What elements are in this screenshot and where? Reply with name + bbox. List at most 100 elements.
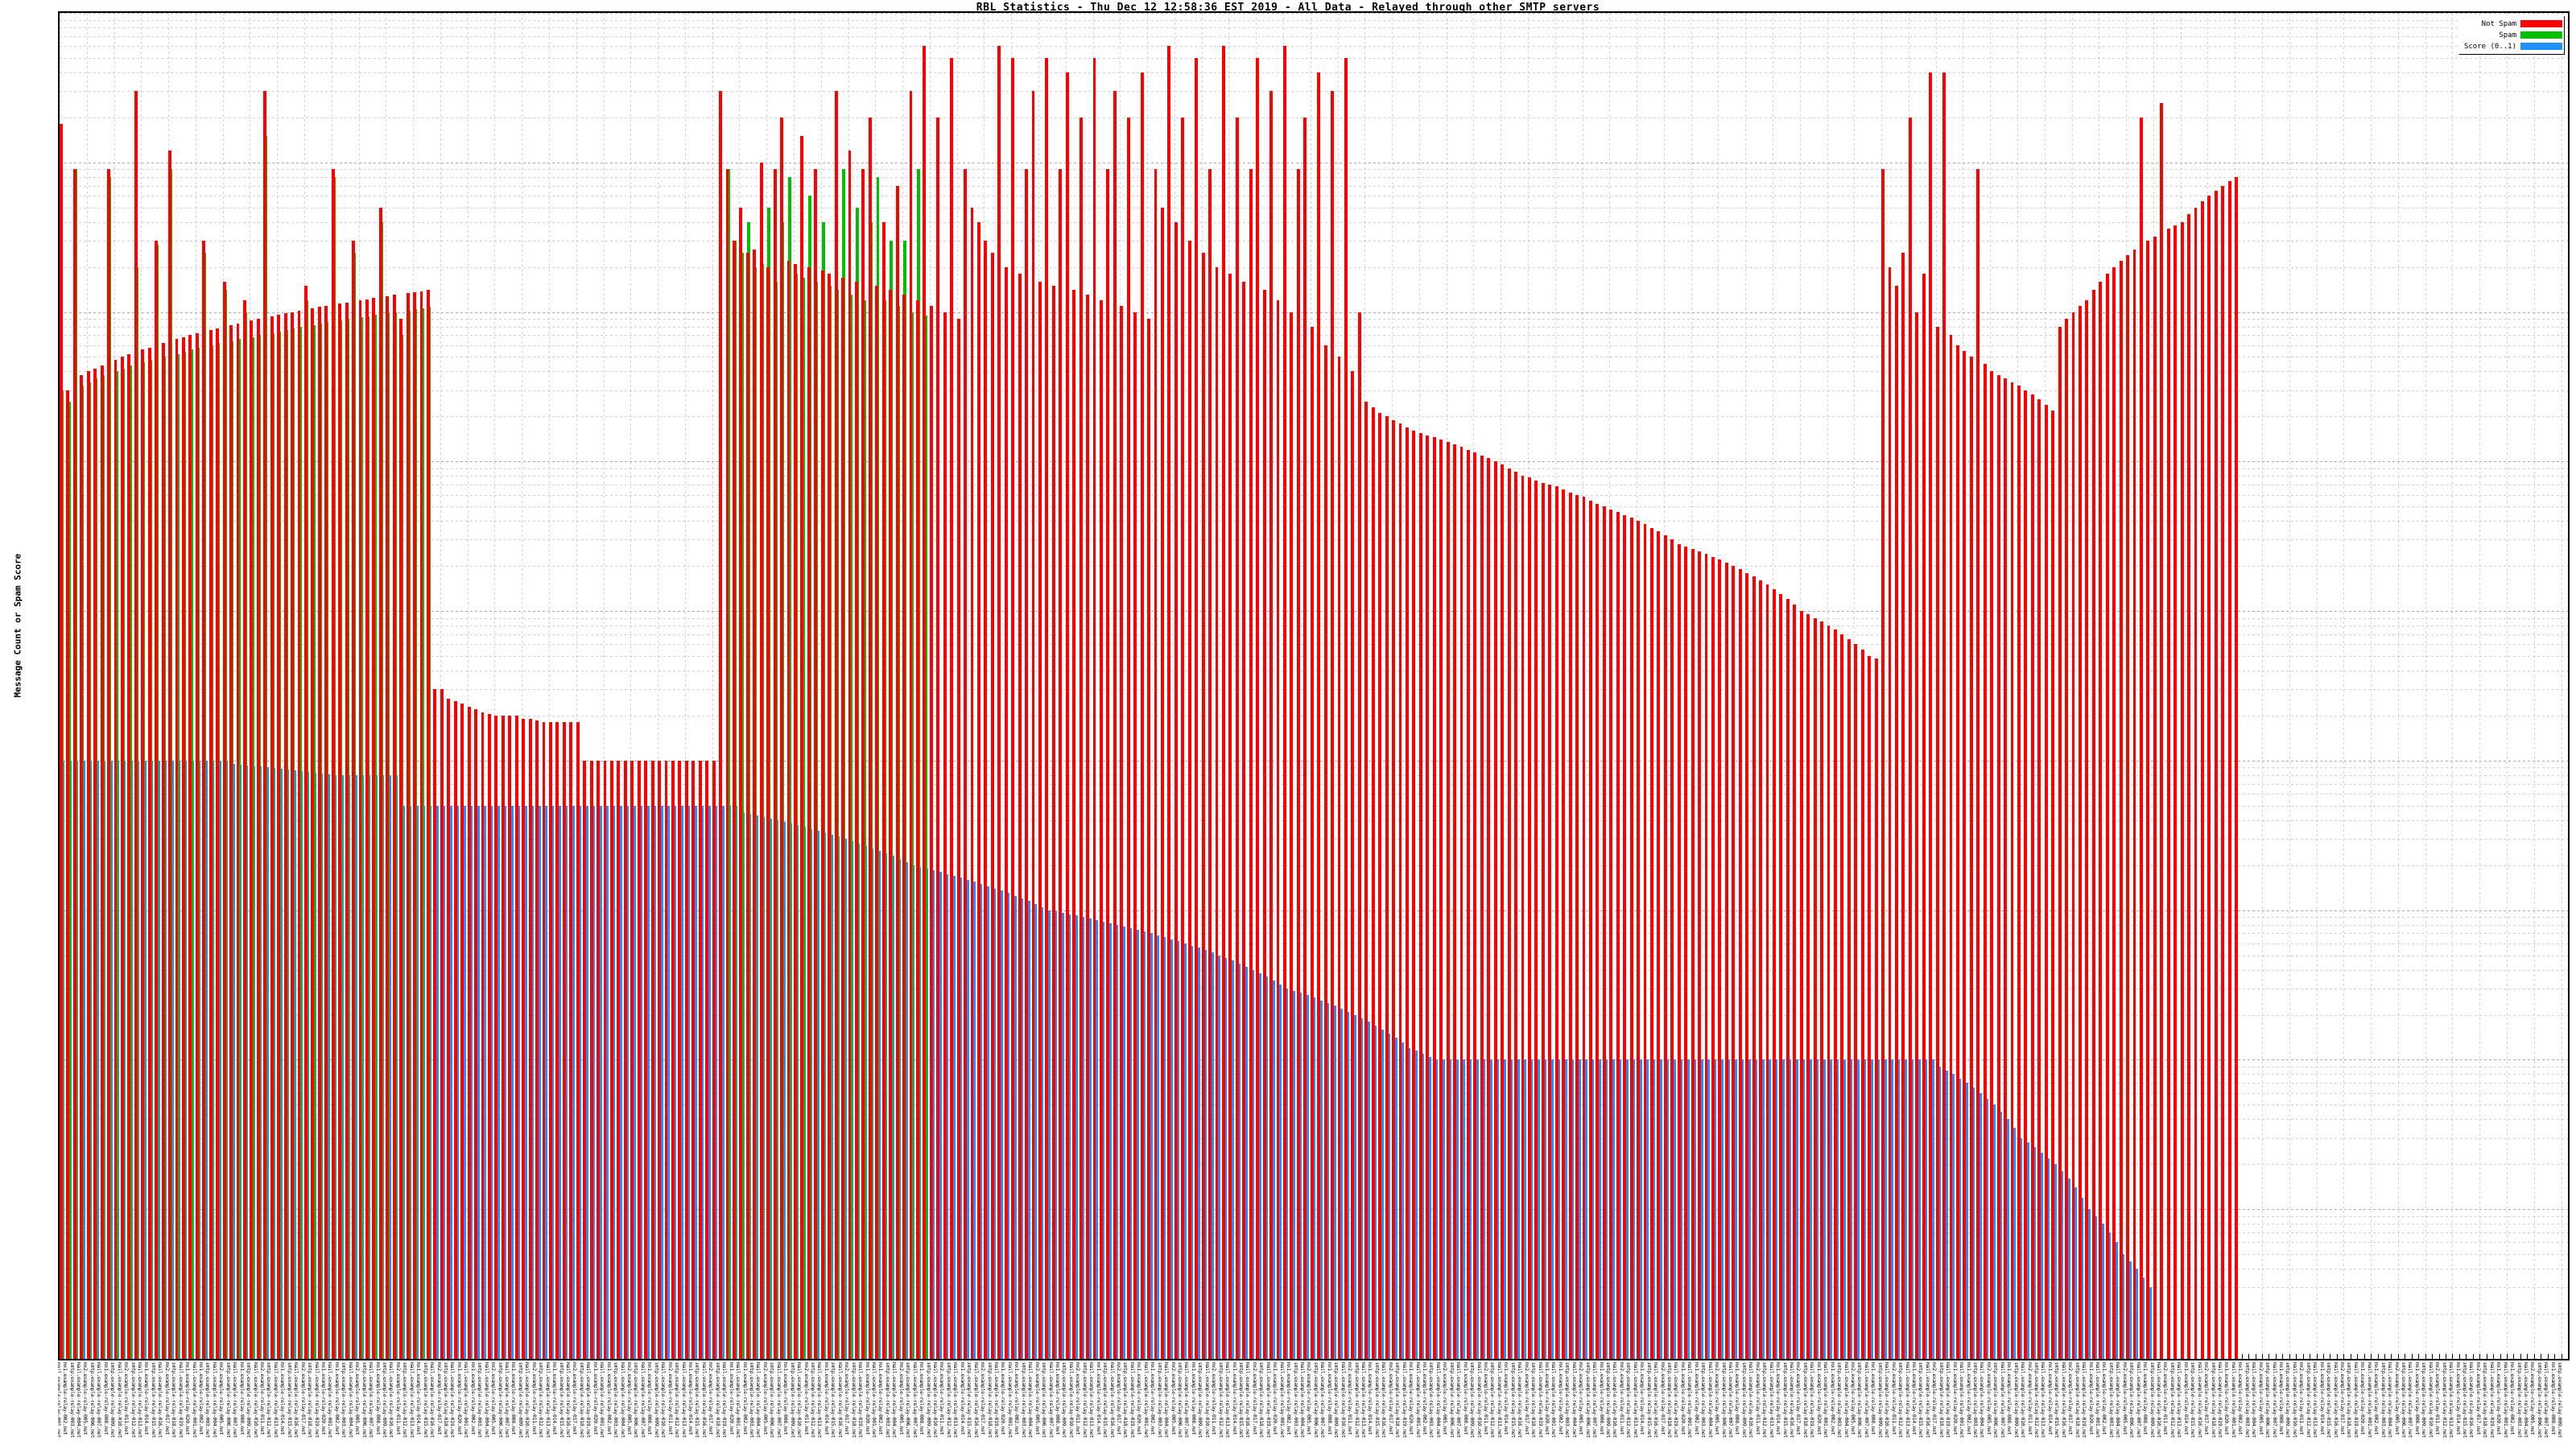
- bar-score: [435, 805, 439, 1359]
- x-axis-tick-label: mail.example-relay-001.net: [58, 1362, 62, 1438]
- bar-not-spam: [127, 354, 131, 1359]
- bar-not-spam: [2065, 319, 2068, 1359]
- bar-score: [1108, 923, 1112, 1359]
- x-axis-tick-label: mx1.example-relay-014.net: [2454, 1362, 2462, 1435]
- x-axis-tick-label: mx1.example-relay-014.net: [823, 1362, 830, 1435]
- x-axis-tick-label: mail.example-relay-010.net: [2020, 1362, 2027, 1438]
- bar-not-spam: [1820, 621, 1823, 1359]
- bar-not-spam: [2030, 394, 2034, 1359]
- bar-not-spam: [1459, 447, 1463, 1359]
- bar-not-spam: [964, 169, 967, 1359]
- bar-not-spam: [2227, 180, 2231, 1359]
- bar-not-spam: [1174, 221, 1178, 1359]
- x-axis-tick-label: mail.example-relay-019.net: [1537, 1362, 1544, 1438]
- x-axis-tick-label: smtp.example-relay-012.net: [266, 1362, 273, 1438]
- bar-score: [1081, 917, 1085, 1359]
- bar-score: [1992, 1104, 1996, 1359]
- bar-not-spam: [2194, 207, 2198, 1359]
- x-axis-tick-label: smtp.example-relay-003.net: [2244, 1362, 2251, 1438]
- bar-not-spam: [848, 151, 852, 1359]
- bar-not-spam: [1154, 169, 1158, 1359]
- bar-score: [679, 805, 683, 1359]
- x-axis-tick-label: smtp.example-relay-009.net: [789, 1362, 796, 1438]
- bar-score: [1774, 1059, 1778, 1359]
- x-axis-tick-label: mx2.example-relay-011.net: [2162, 1362, 2169, 1435]
- bar-score: [1448, 1059, 1452, 1359]
- bar-not-spam: [1868, 656, 1872, 1359]
- chart-title: RBL Statistics - Thu Dec 12 12:58:36 EST…: [976, 2, 1600, 14]
- bar-not-spam: [1521, 476, 1525, 1359]
- x-axis-tick-label: mail.example-relay-010.net: [1067, 1362, 1075, 1438]
- x-axis-tick-label: mx2.example-relay-017.net: [2339, 1362, 2346, 1435]
- y-tick-major: [58, 1359, 60, 1360]
- x-axis-tick-label: smtp.example-relay-003.net: [68, 1362, 76, 1438]
- bar-not-spam: [2037, 399, 2041, 1359]
- bar-not-spam: [1501, 464, 1505, 1359]
- x-axis-tick-label: mx1.example-relay-008.net: [782, 1362, 790, 1435]
- bar-not-spam: [2235, 176, 2239, 1359]
- bar-not-spam: [202, 240, 206, 1359]
- bar-score: [1210, 952, 1214, 1359]
- bar-not-spam: [1412, 431, 1416, 1359]
- x-axis-tick-label: mail.example-relay-001.net: [2094, 1362, 2101, 1438]
- bar-not-spam: [2091, 290, 2095, 1359]
- bar-not-spam: [1242, 281, 1246, 1359]
- x-axis-tick-label: mx1.example-relay-020.net: [1543, 1362, 1550, 1435]
- bar-score: [985, 886, 989, 1359]
- bar-score: [1557, 1059, 1561, 1359]
- bar-not-spam: [60, 124, 63, 1359]
- bar-score: [1455, 1059, 1459, 1359]
- bar-not-spam: [549, 722, 552, 1359]
- bar-score: [1523, 1059, 1526, 1359]
- x-axis-tick-label: mx2.example-relay-011.net: [394, 1362, 402, 1435]
- bar-not-spam: [386, 295, 390, 1359]
- bar-not-spam: [1059, 169, 1063, 1359]
- bar-not-spam: [1718, 559, 1722, 1359]
- bar-not-spam: [1704, 554, 1708, 1359]
- x-axis-tick-label: mail.example-relay-019.net: [1129, 1362, 1136, 1438]
- x-axis-tick-label: smtp.example-relay-018.net: [307, 1362, 314, 1438]
- bar-score: [632, 805, 636, 1359]
- bar-score: [469, 805, 473, 1359]
- bar-not-spam: [759, 162, 763, 1359]
- bar-not-spam: [86, 371, 90, 1359]
- x-axis-tick-label: mx2.example-relay-005.net: [1849, 1362, 1856, 1435]
- bar-score: [1693, 1059, 1697, 1359]
- bar-score: [1020, 898, 1024, 1359]
- x-axis-tick-label: smtp.example-relay-006.net: [1041, 1362, 1048, 1438]
- bar-score: [1332, 1005, 1336, 1359]
- x-axis-tick-label: mail.example-relay-013.net: [2176, 1362, 2183, 1438]
- x-axis-tick-label: mail.example-relay-007.net: [232, 1362, 239, 1438]
- bar-not-spam: [1398, 423, 1402, 1359]
- bar-not-spam: [1942, 72, 1946, 1359]
- x-axis-tick-label: mx1.example-relay-008.net: [102, 1362, 109, 1435]
- bar-not-spam: [93, 368, 97, 1359]
- bar-score: [1319, 1000, 1323, 1359]
- bar-score: [1340, 1008, 1343, 1359]
- bar-not-spam: [250, 320, 254, 1359]
- x-axis-tick-label: mx1.example-relay-014.net: [1095, 1362, 1102, 1435]
- bar-score: [456, 805, 460, 1359]
- x-axis-tick-label: mail.example-relay-010.net: [524, 1362, 531, 1438]
- bar-score: [1985, 1098, 1989, 1359]
- bar-not-spam: [1385, 416, 1389, 1359]
- x-axis-tick-label: mail.example-relay-016.net: [1517, 1362, 1524, 1438]
- x-axis-tick-label: smtp.example-relay-012.net: [1081, 1362, 1088, 1438]
- bar-not-spam: [1637, 521, 1640, 1359]
- bar-not-spam: [1963, 350, 1967, 1359]
- x-axis-tick-label: mail.example-relay-013.net: [408, 1362, 415, 1438]
- bar-not-spam: [1337, 357, 1341, 1359]
- x-axis-tick-label: mail.example-relay-016.net: [564, 1362, 572, 1438]
- bar-score: [1658, 1059, 1662, 1359]
- x-axis-tick-label: mx2.example-relay-005.net: [218, 1362, 225, 1435]
- bar-not-spam: [1983, 363, 1987, 1359]
- x-axis-tick-label: mx1.example-relay-014.net: [687, 1362, 694, 1435]
- bar-score: [1938, 1066, 1942, 1359]
- bar-not-spam: [875, 285, 879, 1359]
- x-axis-tick-label: mail.example-relay-004.net: [1027, 1362, 1034, 1438]
- x-axis-tick-label: smtp.example-relay-018.net: [1666, 1362, 1673, 1438]
- bar-score: [1380, 1029, 1384, 1359]
- bar-score: [2121, 1254, 2125, 1359]
- x-axis-tick-label: mail.example-relay-010.net: [1612, 1362, 1619, 1438]
- x-axis-tick-label: smtp.example-relay-018.net: [578, 1362, 585, 1438]
